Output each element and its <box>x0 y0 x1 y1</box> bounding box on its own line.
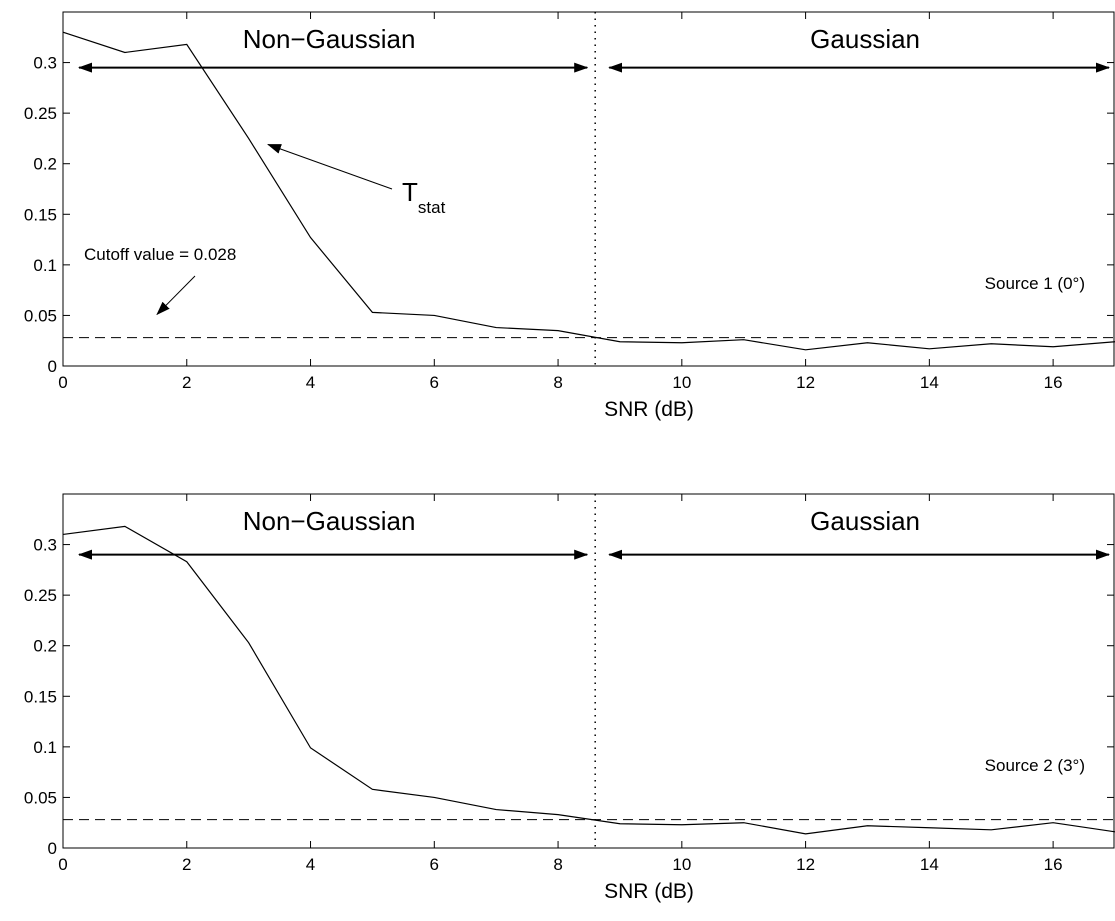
tstat-label: Tstat <box>402 177 446 217</box>
source-label: Source 2 (3°) <box>985 756 1085 775</box>
y-tick-label: 0.15 <box>24 687 57 706</box>
y-tick-label: 0.2 <box>33 637 57 656</box>
non-gaussian-label: Non−Gaussian <box>243 24 416 54</box>
x-axis-label: SNR (dB) <box>604 398 694 421</box>
x-tick-label: 8 <box>553 855 562 874</box>
tstat-series-line <box>62 31 1115 351</box>
y-tick-label: 0.25 <box>24 104 57 123</box>
x-tick-label: 4 <box>306 855 315 874</box>
y-tick-label: 0.15 <box>24 205 57 224</box>
x-tick-label: 16 <box>1044 855 1063 874</box>
x-tick-label: 4 <box>306 373 315 392</box>
x-tick-label: 0 <box>58 373 67 392</box>
x-tick-label: 16 <box>1044 373 1063 392</box>
x-tick-label: 6 <box>430 855 439 874</box>
x-tick-label: 14 <box>920 855 939 874</box>
y-tick-label: 0.25 <box>24 586 57 605</box>
x-tick-label: 2 <box>182 373 191 392</box>
y-tick-label: 0.05 <box>24 306 57 325</box>
x-tick-label: 12 <box>796 373 815 392</box>
y-tick-label: 0.05 <box>24 788 57 807</box>
y-tick-label: 0.3 <box>33 536 57 555</box>
x-tick-label: 0 <box>58 855 67 874</box>
non-gaussian-label: Non−Gaussian <box>243 506 416 536</box>
x-tick-label: 10 <box>672 373 691 392</box>
y-tick-label: 0 <box>48 839 57 858</box>
gaussian-label: Gaussian <box>810 24 920 54</box>
y-tick-label: 0.3 <box>33 54 57 73</box>
tstat-series-line <box>62 525 1115 835</box>
y-tick-label: 0 <box>48 357 57 376</box>
x-tick-label: 12 <box>796 855 815 874</box>
gaussian-label: Gaussian <box>810 506 920 536</box>
plot-frame <box>62 493 1115 849</box>
y-tick-label: 0.2 <box>33 155 57 174</box>
cutoff-annotation-arrow <box>156 275 196 316</box>
x-tick-label: 2 <box>182 855 191 874</box>
x-tick-label: 10 <box>672 855 691 874</box>
x-tick-label: 14 <box>920 373 939 392</box>
cutoff-annotation: Cutoff value = 0.028 <box>84 245 236 264</box>
y-tick-label: 0.1 <box>33 256 57 275</box>
plot-frame <box>62 11 1115 367</box>
y-tick-label: 0.1 <box>33 738 57 757</box>
x-tick-label: 6 <box>430 373 439 392</box>
chart-panel-2: 0 2 4 6 8 10 12 14 16 0 0.05 0.1 0.15 0.2 0.25 0.3 SNR (… <box>24 493 1115 903</box>
source-label: Source 1 (0°) <box>985 274 1085 293</box>
x-tick-label: 8 <box>553 373 562 392</box>
x-axis-label: SNR (dB) <box>604 880 694 903</box>
chart-panel-1: 0 2 4 6 8 10 12 14 16 0 0.05 0.1 0.15 0.2 0.25 0.3 SNR (… <box>24 11 1115 421</box>
tstat-annotation-arrow <box>267 144 393 190</box>
